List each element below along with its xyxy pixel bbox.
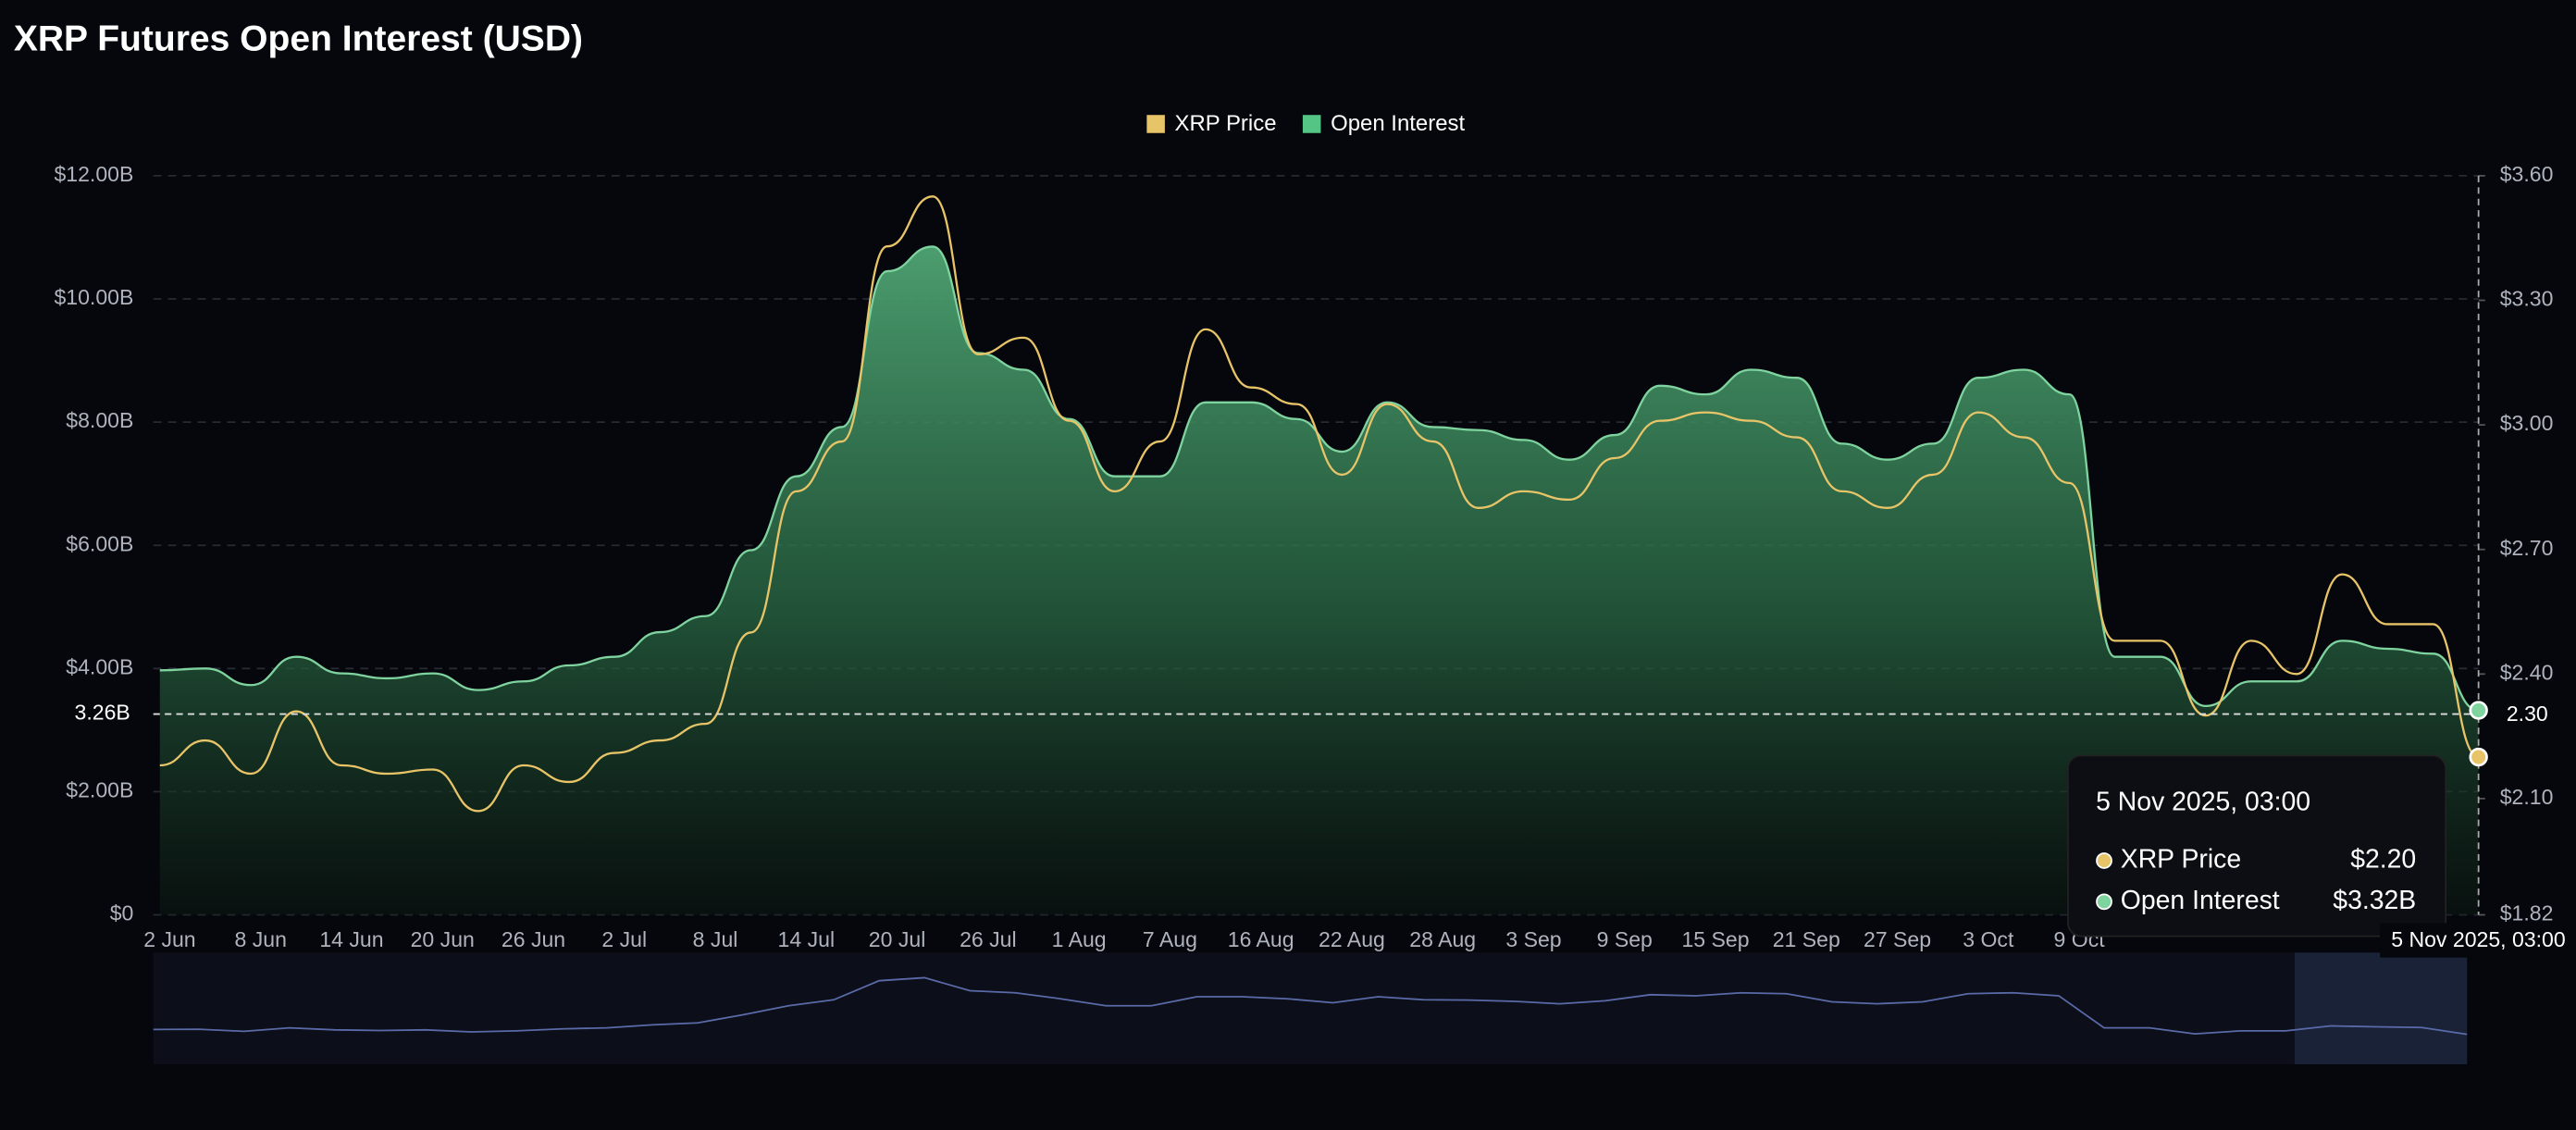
navigator-line — [153, 976, 2468, 1036]
x-tick-label: 3 Sep — [1505, 927, 1561, 951]
x-tick-label: 2 Jun — [143, 927, 195, 951]
crosshair-label: 3.26B — [75, 701, 130, 725]
x-tick-label: 3 Oct — [1963, 927, 2014, 951]
legend: XRP Price Open Interest — [1146, 111, 1465, 136]
hover-point — [2469, 701, 2488, 720]
x-hover-label: 5 Nov 2025, 03:00 — [2391, 927, 2566, 951]
y-tick-label: $0 — [110, 901, 134, 925]
line — [159, 245, 2479, 712]
y-tick-label: $12.00B — [54, 162, 133, 186]
x-tick-label: 8 Jun — [234, 927, 286, 951]
crosshair-label-box — [63, 696, 142, 733]
y-tick-label: $6.00B — [66, 531, 133, 555]
y2-tick-label: $3.00 — [2500, 411, 2554, 435]
navigator-window[interactable] — [2294, 952, 2468, 1065]
x-tick-label: 16 Aug — [1228, 927, 1294, 951]
y2-tick-label: $2.70 — [2500, 536, 2554, 560]
navigator — [153, 952, 2468, 1065]
x-tick-label: 20 Jul — [869, 927, 926, 951]
x-tick-label: 22 Aug — [1319, 927, 1385, 951]
legend-label: XRP Price — [1175, 111, 1277, 136]
hover-point — [2469, 747, 2488, 767]
tooltip — [2067, 754, 2447, 938]
chart-title: XRP Futures Open Interest (USD) — [14, 19, 583, 59]
tooltip-name: Open Interest — [2121, 886, 2280, 915]
y-tick-label: $2.00B — [66, 778, 133, 802]
legend-swatch — [1302, 115, 1321, 133]
tooltip-value: $2.20 — [2350, 844, 2416, 874]
legend-swatch — [1146, 115, 1165, 133]
line — [159, 195, 2480, 813]
y2-tick-label: $3.60 — [2500, 162, 2554, 186]
tooltip-value: $3.32B — [2333, 886, 2416, 915]
crosshair-label-box — [2493, 697, 2559, 734]
tooltip-dot — [2096, 852, 2112, 869]
x-tick-label: 20 Jun — [411, 927, 475, 951]
x-tick-label: 21 Sep — [1773, 927, 1840, 951]
x-tick-label: 26 Jun — [502, 927, 565, 951]
x-tick-label: 28 Aug — [1409, 927, 1476, 951]
legend-label: Open Interest — [1331, 111, 1465, 136]
y2-tick-label: $1.82 — [2500, 901, 2554, 925]
y2-tick-label: $2.10 — [2500, 785, 2554, 809]
crosshair-label: 2.30 — [2507, 702, 2548, 726]
x-tick-label: 26 Jul — [960, 927, 1017, 951]
x-tick-label: 1 Aug — [1052, 927, 1107, 951]
x-tick-label: 9 Sep — [1597, 927, 1653, 951]
tooltip-dot — [2096, 893, 2112, 911]
area — [159, 246, 2479, 915]
y2-tick-label: $3.30 — [2500, 287, 2554, 311]
x-hover-box — [2380, 923, 2576, 958]
y-tick-label: $4.00B — [66, 654, 133, 678]
x-tick-label: 14 Jun — [319, 927, 383, 951]
x-tick-label: 15 Sep — [1681, 927, 1749, 951]
x-tick-label: 8 Jul — [693, 927, 738, 951]
x-tick-label: 14 Jul — [778, 927, 836, 951]
y2-tick-label: $2.40 — [2500, 660, 2554, 684]
y-tick-label: $8.00B — [66, 408, 133, 432]
x-tick-label: 2 Jul — [601, 927, 647, 951]
y-tick-label: $10.00B — [54, 285, 133, 309]
tooltip-title: 5 Nov 2025, 03:00 — [2096, 787, 2310, 816]
tooltip-name: XRP Price — [2121, 844, 2241, 874]
x-tick-label: 7 Aug — [1143, 927, 1197, 951]
x-tick-label: 27 Sep — [1864, 927, 1931, 951]
